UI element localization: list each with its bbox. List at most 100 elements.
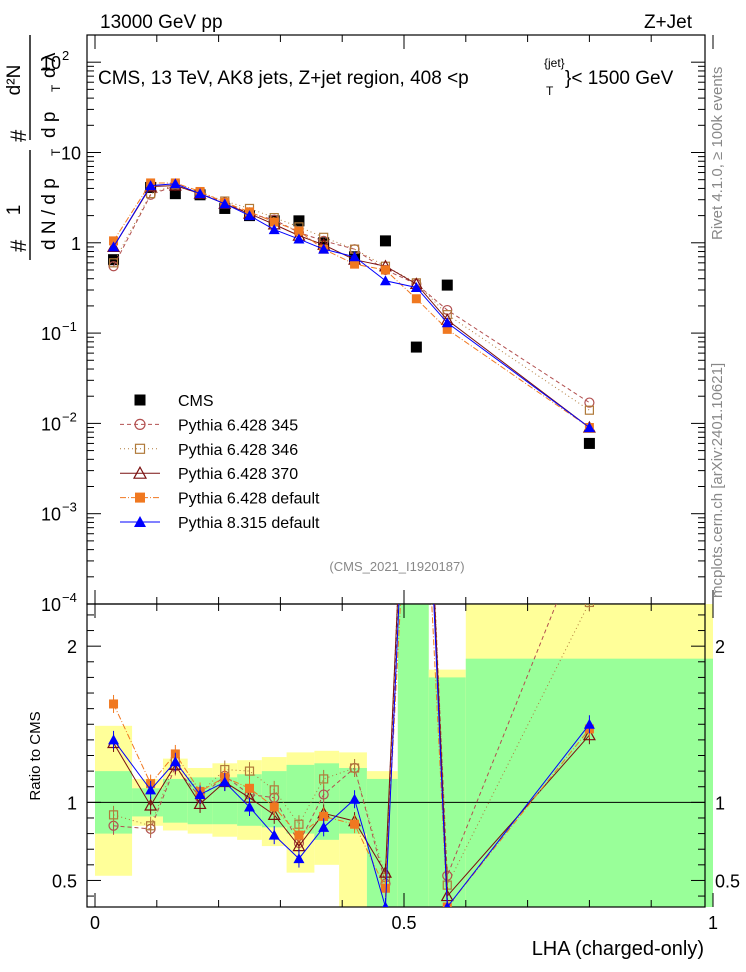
ratio-point-pythia-8-315-default: [444, 901, 451, 907]
y-label-den1-sub: T: [49, 148, 63, 156]
y-tick-exp: −2: [62, 409, 77, 424]
point-pythia-8-315-default: [244, 210, 255, 221]
ratio-line-pythia-6-428-default: [113, 604, 590, 907]
y-tick-exp: −3: [62, 500, 77, 515]
ratio-point-pythia-6-428-346: [319, 774, 329, 784]
ratio-tick-label-right-1: 1: [715, 793, 725, 813]
header-left: 13000 GeV pp: [100, 12, 223, 33]
point-pythia-8-315-default: [583, 422, 595, 433]
series-line-pythia-6-428-default: [113, 182, 590, 428]
series-line-pythia-6-428-346: [113, 184, 590, 411]
x-tick-label-0: 0: [90, 913, 100, 933]
x-axis-label: LHA (charged-only): [532, 938, 704, 960]
y-tick-exp: −4: [62, 590, 77, 605]
chart-title-sub: T: [546, 84, 554, 98]
ratio-point-pythia-8-315-default: [244, 801, 255, 812]
point-pythia-6-428-default: [109, 236, 119, 246]
y-axis-label: # 1 d N / d p T # d²N d p T d λ: [4, 35, 63, 260]
y-label-den1: d N / d p: [39, 178, 60, 250]
ratio-point-pythia-6-428-370: [378, 865, 392, 878]
point-cms: [169, 188, 181, 200]
y-tick-exp: −1: [62, 319, 77, 334]
point-pythia-8-315-default: [219, 198, 231, 209]
point-cms: [379, 235, 391, 247]
ratio-y-label: Ratio to CMS: [27, 711, 44, 800]
y-tick-label-3: 10 −1: [41, 319, 77, 344]
point-pythia-8-315-default: [145, 180, 157, 191]
point-pythia-8-315-default: [194, 188, 206, 199]
x-tick-label-1: 0.5: [391, 913, 416, 933]
legend-entry-4: Pythia 6.428 default: [120, 491, 320, 508]
band-green-7: [286, 764, 315, 834]
ratio-tick-label-right-2: 2: [715, 637, 725, 657]
band-green-2: [162, 778, 188, 823]
point-pythia-8-315-default: [379, 275, 391, 286]
ratio-point-pythia-6-428-default: [245, 783, 254, 793]
legend-marker: [134, 516, 146, 527]
header-right: Z+Jet: [644, 12, 693, 33]
point-cms: [583, 437, 595, 449]
point-pythia-6-428-346: [319, 232, 329, 242]
legend-label: Pythia 6.428 370: [178, 466, 298, 483]
ratio-point-pythia-6-428-default: [319, 811, 329, 821]
ratio-point-pythia-8-315-default: [349, 793, 361, 804]
point-pythia-6-428-default: [411, 294, 421, 304]
y-label-hash1: #: [6, 239, 31, 252]
ratio-point-pythia-6-428-345: [412, 189, 421, 198]
series-line-pythia-6-428-345: [113, 185, 590, 404]
point-cms: [318, 237, 330, 249]
ratio-point-pythia-6-428-default: [350, 819, 360, 829]
legend-entry-2: Pythia 6.428 346: [120, 442, 298, 459]
y-label-num2: d²N: [4, 65, 25, 96]
ratio-point-pythia-6-428-346: [349, 763, 360, 773]
band-green-11: [397, 604, 429, 907]
legend-label: CMS: [178, 393, 214, 410]
point-cms: [293, 215, 305, 227]
band-green-13: [465, 658, 713, 907]
chart-title-sup: {jet}: [544, 56, 565, 70]
ratio-point-pythia-6-428-default: [380, 883, 390, 893]
y-tick-base: 10: [41, 324, 61, 344]
ratio-point-pythia-8-315-default: [583, 718, 595, 729]
point-pythia-8-315-default: [108, 241, 120, 252]
ratio-point-pythia-6-428-346: [269, 785, 279, 795]
chart-title-prefix: CMS, 13 TeV, AK8 jets, Z+jet region, 408…: [98, 68, 469, 89]
point-pythia-6-428-346: [108, 258, 119, 268]
ratio-point-pythia-6-428-370: [582, 728, 596, 741]
legend-marker: [135, 492, 145, 503]
ratio-point-pythia-6-428-default: [109, 699, 119, 709]
legend: CMS Pythia 6.428 345 Pythia 6.428 346 Pythi…: [120, 393, 320, 532]
point-cms: [441, 279, 453, 291]
y-label-den2-sub: T: [49, 84, 63, 92]
ratio-point-pythia-6-428-345: [585, 517, 594, 526]
ratio-point-pythia-6-428-370: [144, 798, 158, 811]
analysis-id: (CMS_2021_I1920187): [329, 559, 464, 574]
band-green-8: [314, 763, 340, 840]
series-line-pythia-6-428-370: [113, 185, 590, 428]
ratio-point-pythia-8-315-default: [268, 829, 280, 840]
ratio-point-pythia-8-315-default: [219, 776, 231, 787]
y-tick-base: 1: [71, 234, 81, 254]
ratio-point-pythia-6-428-default: [294, 830, 304, 840]
series-line-pythia-8-315-default: [113, 183, 590, 428]
y-tick-exp: 2: [62, 48, 69, 63]
point-cms: [108, 254, 120, 266]
ratio-plot: 0 0.5 1 0.5 0.5 1 1 2 2: [52, 189, 740, 933]
point-pythia-8-315-default: [410, 281, 422, 292]
chart-title-suffix: }< 1500 GeV: [565, 68, 674, 89]
y-tick-label-4: 1: [71, 234, 81, 254]
mcplots-label: mcplots.cern.ch [arXiv:2401.10621]: [709, 363, 726, 598]
ratio-point-pythia-8-315-default: [194, 789, 206, 800]
y-tick-label-6: 10 2: [41, 48, 69, 73]
y-tick-label-1: 10 −3: [41, 500, 77, 525]
point-pythia-8-315-default: [318, 243, 330, 254]
y-label-hash2: #: [6, 129, 31, 142]
y-tick-base: 10: [61, 143, 81, 163]
legend-marker: [134, 418, 146, 430]
legend-label: Pythia 6.428 346: [178, 442, 298, 459]
ratio-tick-label-1: 1: [67, 793, 77, 813]
ratio-tick-label-2: 2: [67, 637, 77, 657]
ratio-point-pythia-6-428-370: [267, 808, 281, 820]
ratio-line-pythia-8-315-default: [113, 604, 590, 907]
